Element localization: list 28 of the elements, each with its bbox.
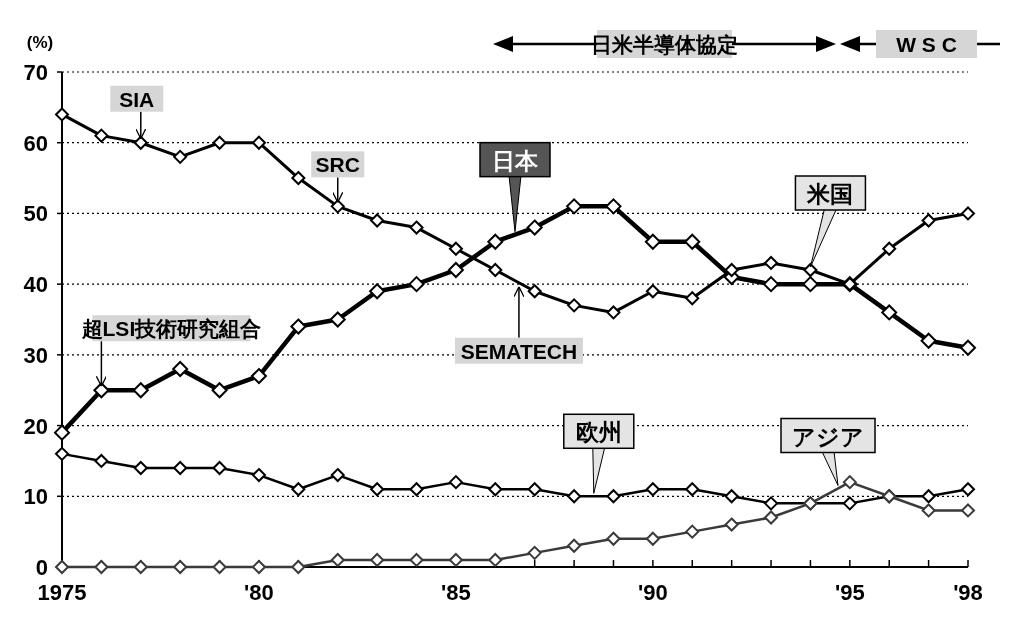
- annotation: SEMATECH: [454, 286, 583, 364]
- series-label: 欧州: [575, 419, 622, 446]
- y-tick-label: 20: [23, 413, 48, 439]
- y-tick-label: 70: [23, 60, 48, 85]
- x-tick-label: '85: [441, 580, 471, 605]
- annotation: SRC: [315, 153, 360, 177]
- annotation: SIA: [119, 87, 155, 111]
- series-label: アジア: [792, 423, 865, 450]
- annotation: SEMATECH: [460, 339, 578, 363]
- y-tick-label: 40: [23, 272, 48, 298]
- y-tick-label: 0: [35, 555, 48, 580]
- x-tick-label: '90: [638, 580, 668, 605]
- annotation: W S C: [840, 30, 1000, 58]
- y-axis-title: (%): [26, 33, 54, 52]
- x-tick-label: '80: [244, 580, 274, 605]
- x-tick-label: 1975: [37, 580, 87, 605]
- y-tick-label: 50: [23, 201, 48, 227]
- y-tick-label: 10: [23, 484, 48, 510]
- x-tick-label: '98: [953, 580, 983, 605]
- y-tick-label: 60: [23, 130, 48, 156]
- x-tick-label: '95: [834, 580, 865, 605]
- annotation: 日米半導体協定: [493, 30, 836, 58]
- y-tick-label: 30: [23, 342, 48, 368]
- annotation: SIA: [110, 85, 164, 140]
- series-label: 日本: [492, 147, 539, 174]
- annotation: 超LSI技術研究組合: [81, 315, 262, 387]
- annotation: 超LSI技術研究組合: [80, 317, 262, 341]
- annotation: SRC: [311, 151, 365, 204]
